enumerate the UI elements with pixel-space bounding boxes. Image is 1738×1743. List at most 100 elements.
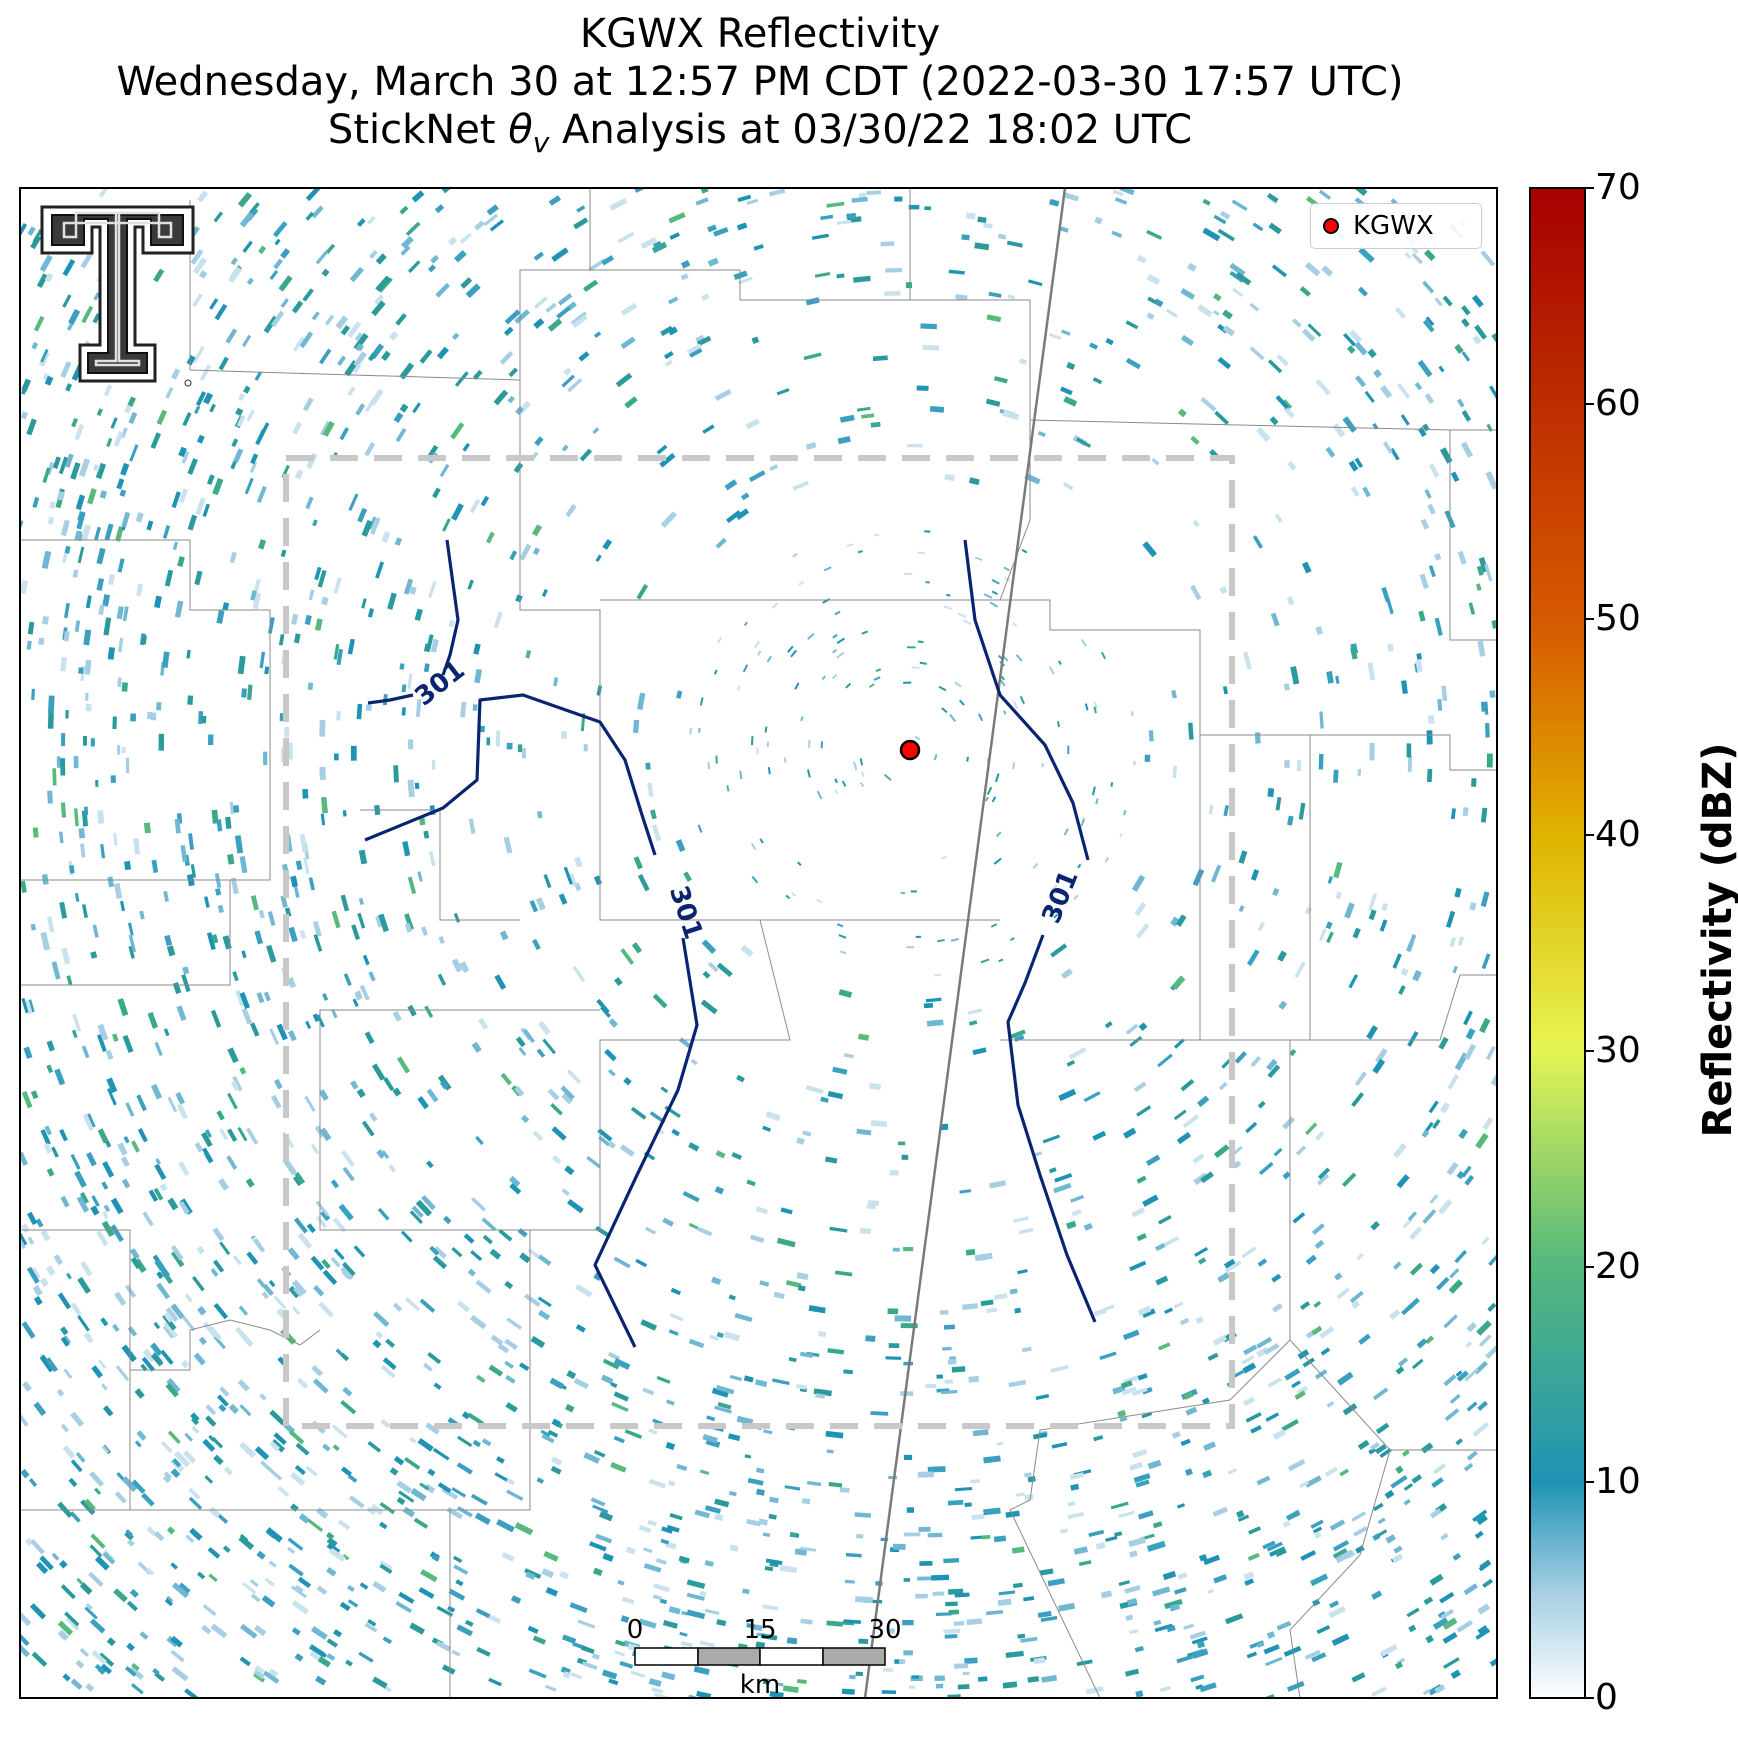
echo-gate <box>915 935 922 939</box>
echo-gate <box>218 1404 227 1413</box>
echo-gate <box>141 1492 155 1507</box>
echo-gate <box>373 1311 390 1327</box>
echo-gate <box>81 904 88 919</box>
echo-gate <box>1466 1322 1477 1333</box>
echo-gate <box>304 614 312 626</box>
echo-gate <box>832 648 838 654</box>
echo-gate <box>1432 1617 1449 1630</box>
echo-gate <box>1183 1391 1194 1400</box>
echo-gate <box>970 1479 980 1484</box>
echo-gate <box>62 294 72 308</box>
echo-gate <box>613 1435 625 1444</box>
echo-gate <box>1175 914 1187 927</box>
echo-gate <box>1041 1675 1058 1683</box>
echo-gate <box>551 1126 567 1141</box>
echo-gate <box>514 1522 534 1536</box>
echo-gate <box>188 1487 201 1500</box>
echo-gate <box>121 682 128 692</box>
echo-gate <box>565 1403 575 1413</box>
echo-gate <box>357 507 368 523</box>
echo-gate <box>117 745 121 755</box>
echo-gate <box>26 418 37 436</box>
echo-gate <box>305 188 321 202</box>
echo-gate <box>1265 1656 1283 1667</box>
echo-gate <box>1069 1472 1085 1480</box>
echo-gate <box>213 1454 224 1466</box>
echo-gate <box>997 233 1007 240</box>
echo-gate <box>212 477 224 496</box>
echo-gate <box>754 1624 763 1631</box>
echo-gate <box>61 733 66 747</box>
title-line-3-prefix: StickNet <box>327 107 509 153</box>
scalebar-unit: km <box>739 1670 781 1700</box>
echo-gate <box>57 1620 74 1636</box>
echo-gate <box>89 1471 105 1487</box>
echo-gate <box>54 1068 66 1086</box>
echo-gate <box>472 704 478 711</box>
echo-gate <box>84 1606 98 1620</box>
echo-gate <box>696 1226 713 1237</box>
echo-gate <box>1263 1342 1280 1355</box>
echo-gate <box>297 1576 312 1589</box>
echo-gate <box>529 899 539 913</box>
echo-gate <box>1474 324 1488 340</box>
echo-gate <box>1060 386 1073 396</box>
echo-gate <box>252 592 262 610</box>
echo-gate <box>134 1388 145 1399</box>
echo-gate <box>537 1296 552 1308</box>
echo-gate <box>1246 949 1260 967</box>
echo-gate <box>341 1150 355 1167</box>
echo-gate <box>667 326 678 336</box>
echo-gate <box>1332 423 1346 438</box>
echo-gate <box>188 1496 203 1510</box>
echo-gate <box>311 1365 324 1377</box>
echo-gate <box>44 272 54 283</box>
echo-gate <box>961 234 970 241</box>
echo-gate <box>1423 249 1436 262</box>
echo-gate <box>278 634 285 646</box>
echo-gate <box>747 1477 764 1486</box>
echo-gate <box>1257 1258 1268 1267</box>
echo-gate <box>959 1189 972 1194</box>
echo-gate <box>1315 1130 1325 1141</box>
echo-gate <box>624 1429 643 1440</box>
echo-gate <box>800 716 804 722</box>
echo-gate <box>885 267 903 273</box>
echo-gate <box>751 336 760 344</box>
echo-gate <box>667 1480 676 1487</box>
echo-gate <box>218 1177 230 1191</box>
echo-gate <box>240 1333 254 1348</box>
echo-gate <box>1390 1475 1408 1489</box>
echo-gate <box>190 864 197 878</box>
echo-gate <box>986 314 1002 323</box>
echo-gate <box>1213 1574 1228 1584</box>
echo-gate <box>824 1156 838 1164</box>
echo-gate <box>250 590 257 601</box>
echo-gate <box>347 321 362 338</box>
echo-gate <box>836 273 845 279</box>
echo-gate <box>74 1170 87 1188</box>
echo-gate <box>153 1321 161 1330</box>
echo-gate <box>395 313 407 326</box>
echo-gate <box>332 1217 347 1233</box>
echo-gate <box>1484 701 1489 715</box>
echo-gate <box>305 211 315 221</box>
echo-gate <box>372 1580 387 1593</box>
reflectivity-echoes <box>20 188 1497 1698</box>
echo-gate <box>304 1095 316 1112</box>
echo-gate <box>927 1532 943 1538</box>
echo-gate <box>1421 1442 1434 1454</box>
echo-gate <box>90 951 98 959</box>
echo-gate <box>917 1576 936 1581</box>
echo-gate <box>291 1600 309 1615</box>
echo-gate <box>1088 1529 1105 1538</box>
echo-gate <box>501 1551 515 1562</box>
echo-gate <box>1136 254 1147 264</box>
echo-gate <box>1266 1631 1276 1639</box>
echo-gate <box>166 1526 176 1535</box>
echo-gate <box>163 890 169 902</box>
echo-gate <box>1456 1170 1465 1180</box>
echo-gate <box>287 1247 300 1261</box>
echo-gate <box>1131 1387 1148 1397</box>
echo-gate <box>986 1307 998 1314</box>
